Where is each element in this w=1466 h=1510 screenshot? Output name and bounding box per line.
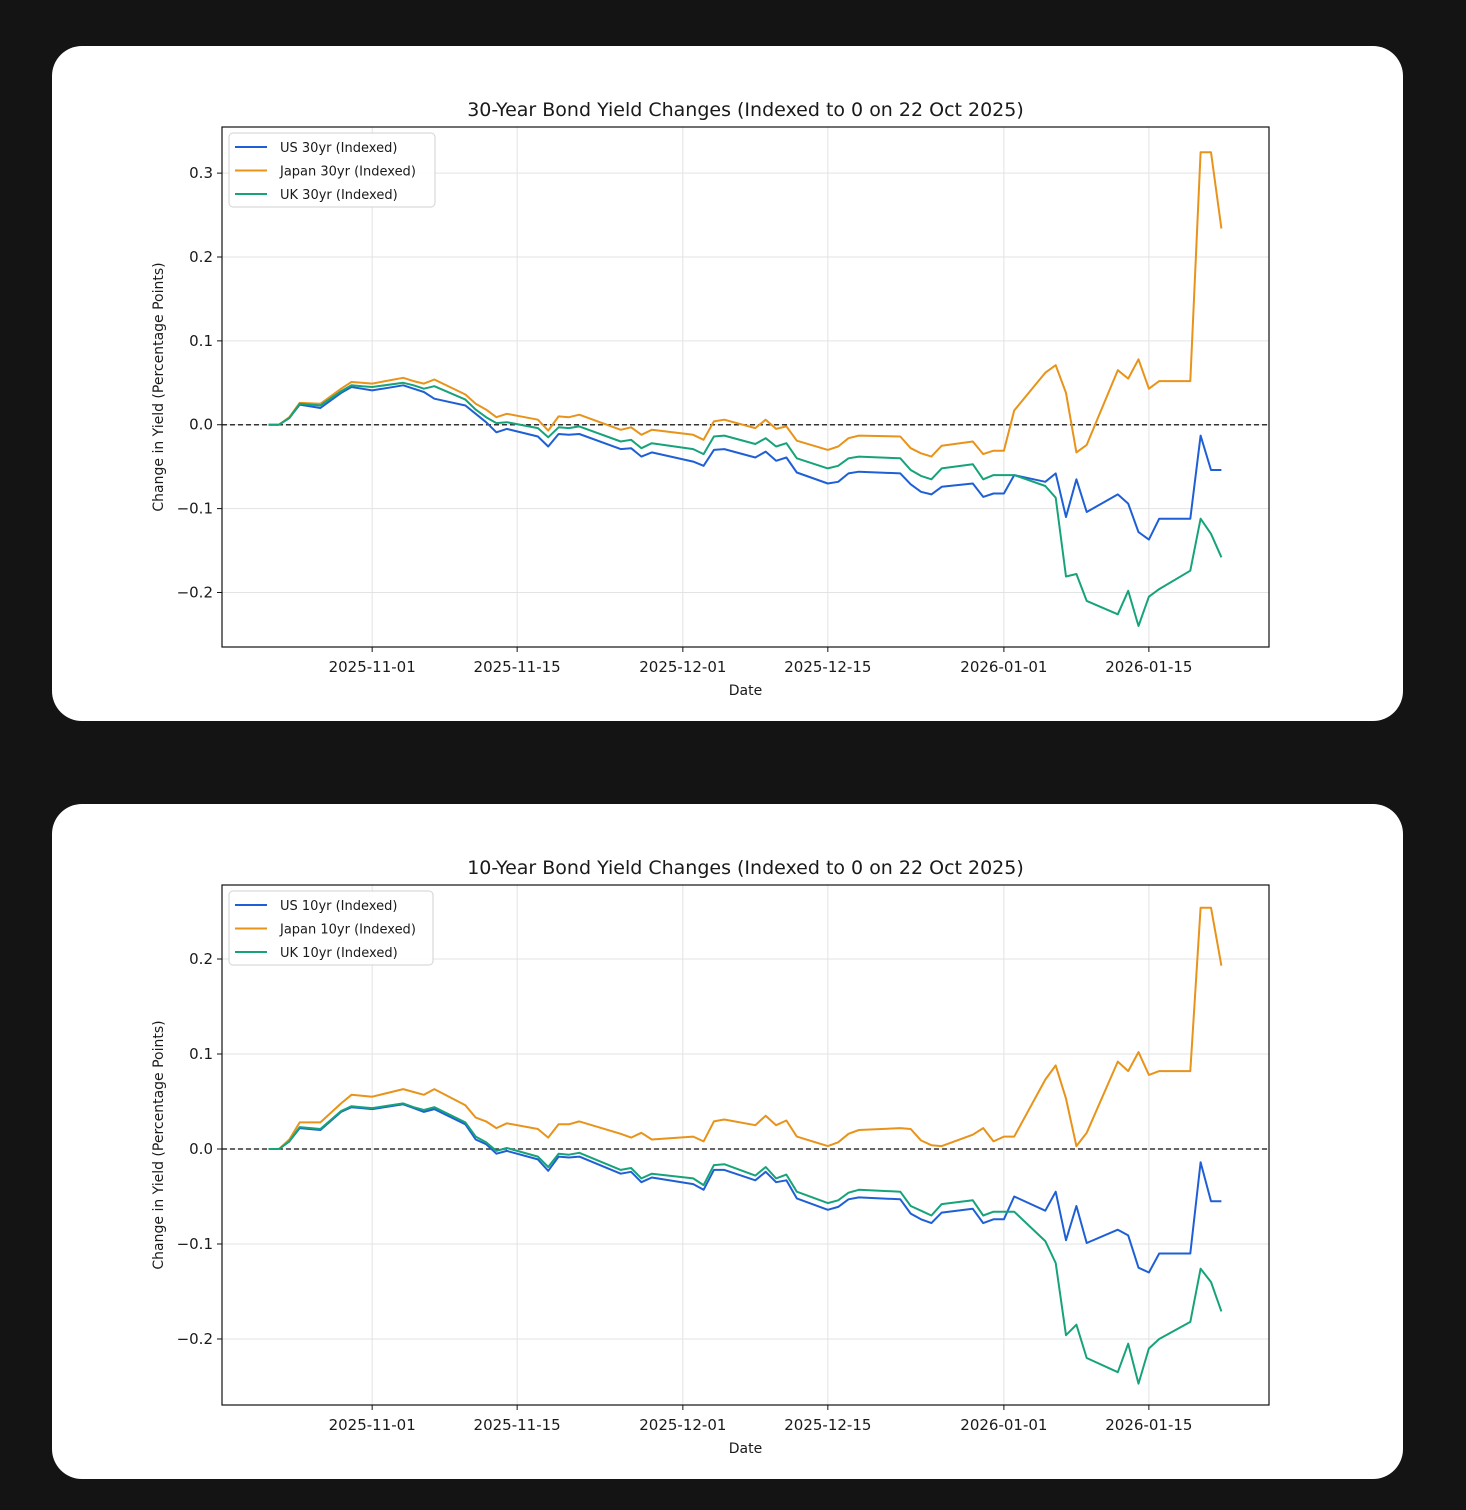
legend-label: UK 30yr (Indexed) bbox=[280, 188, 398, 203]
legend-label: US 30yr (Indexed) bbox=[280, 141, 397, 156]
y-tick-label: −0.1 bbox=[177, 500, 213, 518]
y-tick-label: 0.0 bbox=[189, 416, 213, 434]
series-line-uk bbox=[268, 1102, 1223, 1385]
x-tick-label: 2026-01-01 bbox=[960, 1416, 1047, 1434]
chart-title: 30-Year Bond Yield Changes (Indexed to 0… bbox=[467, 99, 1024, 121]
legend: US 30yr (Indexed) Japan 30yr (Indexed) UK … bbox=[228, 132, 436, 208]
y-tick-label: 0.1 bbox=[189, 1045, 213, 1063]
series-line-us bbox=[268, 1103, 1222, 1274]
chart-card-10yr: 10-Year Bond Yield Changes (Indexed to 0… bbox=[52, 804, 1403, 1479]
chart-card-30yr: 30-Year Bond Yield Changes (Indexed to 0… bbox=[52, 46, 1403, 721]
x-tick-label: 2026-01-15 bbox=[1105, 1416, 1192, 1434]
chart-title: 10-Year Bond Yield Changes (Indexed to 0… bbox=[467, 857, 1024, 879]
series-line-japan bbox=[268, 151, 1223, 458]
x-tick-label: 2025-11-15 bbox=[474, 658, 561, 676]
series-line-japan bbox=[268, 906, 1223, 1150]
y-tick-label: −0.1 bbox=[177, 1235, 213, 1253]
x-axis-label: Date bbox=[729, 1441, 762, 1457]
y-axis-label: Change in Yield (Percentage Points) bbox=[151, 262, 167, 511]
y-tick-label: 0.2 bbox=[189, 950, 213, 968]
x-tick-label: 2025-11-01 bbox=[329, 1416, 416, 1434]
x-tick-label: 2025-11-15 bbox=[474, 1416, 561, 1434]
legend: US 10yr (Indexed) Japan 10yr (Indexed) UK … bbox=[228, 890, 434, 966]
legend-box bbox=[228, 132, 436, 208]
x-tick-label: 2025-12-01 bbox=[639, 1416, 726, 1434]
legend-label: US 10yr (Indexed) bbox=[280, 899, 397, 914]
x-tick-label: 2025-11-01 bbox=[329, 658, 416, 676]
y-tick-label: 0.3 bbox=[189, 164, 213, 182]
x-tick-label: 2026-01-15 bbox=[1105, 658, 1192, 676]
legend-label: UK 10yr (Indexed) bbox=[280, 946, 398, 961]
legend-box bbox=[228, 890, 434, 966]
y-tick-label: 0.0 bbox=[189, 1140, 213, 1158]
y-tick-label: −0.2 bbox=[177, 1330, 213, 1348]
x-tick-label: 2025-12-15 bbox=[784, 658, 871, 676]
plot-frame bbox=[221, 126, 1270, 648]
legend-label: Japan 10yr (Indexed) bbox=[279, 923, 416, 938]
x-tick-label: 2025-12-15 bbox=[784, 1416, 871, 1434]
legend-label: Japan 30yr (Indexed) bbox=[279, 165, 416, 180]
x-tick-label: 2026-01-01 bbox=[960, 658, 1047, 676]
series-line-us bbox=[268, 384, 1222, 541]
chart-30yr: 30-Year Bond Yield Changes (Indexed to 0… bbox=[151, 99, 1270, 699]
y-axis-label: Change in Yield (Percentage Points) bbox=[151, 1020, 167, 1269]
y-tick-label: 0.1 bbox=[189, 332, 213, 350]
x-axis-label: Date bbox=[729, 683, 762, 699]
series-line-uk bbox=[268, 381, 1223, 627]
plot-frame bbox=[221, 884, 1270, 1406]
y-tick-label: 0.2 bbox=[189, 248, 213, 266]
y-tick-label: −0.2 bbox=[177, 583, 213, 601]
x-tick-label: 2025-12-01 bbox=[639, 658, 726, 676]
chart-10yr: 10-Year Bond Yield Changes (Indexed to 0… bbox=[151, 857, 1270, 1457]
